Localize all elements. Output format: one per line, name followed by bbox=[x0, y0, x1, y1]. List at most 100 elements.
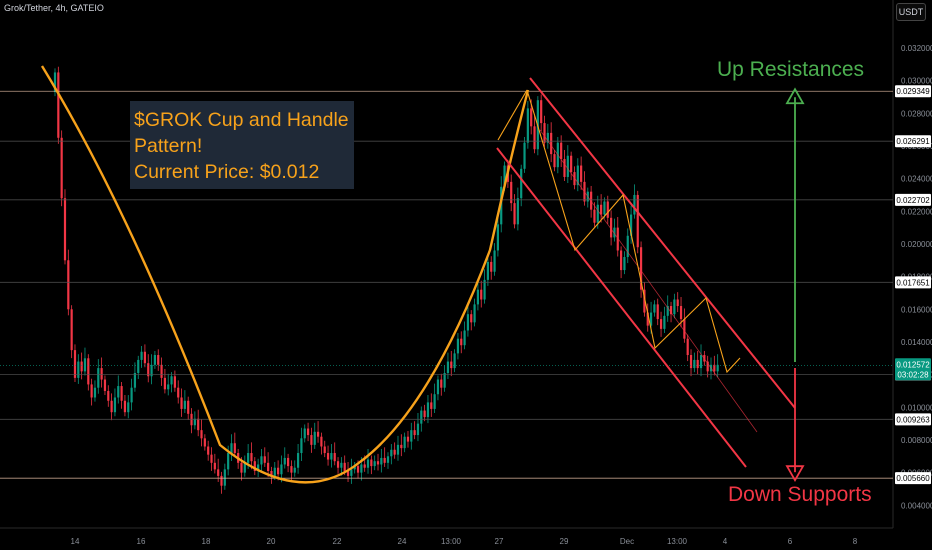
candle-body bbox=[356, 466, 360, 473]
candle-body bbox=[530, 108, 533, 127]
y-tick-label: 0.010000 bbox=[901, 403, 932, 412]
candle-body bbox=[143, 351, 147, 364]
y-tick-label: 0.004000 bbox=[901, 501, 932, 510]
price-level-tag bbox=[895, 85, 931, 98]
candle-body bbox=[97, 368, 100, 388]
candle-body bbox=[463, 330, 466, 346]
candle-body bbox=[483, 279, 486, 300]
candle-body bbox=[616, 227, 619, 251]
candle-body bbox=[550, 132, 553, 155]
price-level-label: 0.017651 bbox=[896, 278, 930, 287]
wave-path bbox=[526, 89, 741, 374]
x-tick-label: 8 bbox=[853, 537, 858, 546]
candle-body bbox=[336, 461, 340, 468]
candle-body bbox=[360, 464, 363, 473]
candle-body bbox=[177, 387, 180, 398]
candle-body bbox=[423, 410, 426, 418]
channel-lower-line bbox=[496, 147, 747, 468]
candle-body bbox=[253, 461, 256, 471]
price-level-label: 0.009263 bbox=[896, 415, 930, 424]
x-tick-label: 22 bbox=[333, 537, 342, 546]
candle-body bbox=[503, 165, 506, 187]
candle-body bbox=[83, 358, 87, 372]
candle-body bbox=[137, 359, 140, 373]
candle-body bbox=[613, 227, 616, 238]
candle-body bbox=[403, 436, 406, 449]
candle-body bbox=[250, 453, 253, 462]
candle-body bbox=[306, 428, 310, 436]
price-level-label: 0.005660 bbox=[896, 474, 930, 483]
y-tick-label: 0.016000 bbox=[901, 305, 932, 314]
candle-body bbox=[430, 402, 433, 409]
candle-body bbox=[127, 402, 130, 413]
candle-body bbox=[416, 423, 420, 436]
current-price-label: 0.012572 bbox=[896, 360, 930, 369]
candle-body bbox=[376, 461, 380, 465]
candle-body bbox=[57, 72, 60, 138]
price-level-tag bbox=[895, 413, 931, 426]
candle-body bbox=[626, 235, 629, 258]
candle-body bbox=[283, 457, 286, 465]
candle-body bbox=[310, 435, 313, 445]
candle-body bbox=[203, 438, 206, 447]
candle-body bbox=[180, 397, 183, 409]
candle-body bbox=[227, 453, 230, 470]
candle-body bbox=[280, 464, 283, 475]
candle-body bbox=[686, 338, 689, 356]
candle-body bbox=[277, 467, 280, 475]
candle-body bbox=[540, 100, 543, 124]
annotation-line-1: $GROK Cup and Handle bbox=[134, 109, 349, 131]
candle-body bbox=[113, 397, 117, 413]
candle-body bbox=[440, 379, 443, 388]
down-arrow-head bbox=[785, 465, 805, 482]
candle-body bbox=[433, 394, 436, 409]
up-arrow-head bbox=[785, 87, 805, 105]
candle-body bbox=[346, 470, 350, 476]
candle-body bbox=[510, 181, 513, 204]
candle-body bbox=[543, 123, 546, 143]
candle-body bbox=[207, 446, 210, 455]
down-supports-label: Down Supports bbox=[728, 483, 872, 506]
candle-body bbox=[140, 351, 143, 360]
candle-body bbox=[443, 372, 446, 388]
candle-body bbox=[353, 466, 356, 470]
y-tick-label: 0.022000 bbox=[901, 207, 932, 216]
y-tick-label: 0.030000 bbox=[901, 77, 932, 86]
candle-body bbox=[580, 165, 583, 182]
candle-body bbox=[213, 462, 216, 470]
candle-body bbox=[689, 355, 693, 369]
price-level-label: 0.022702 bbox=[896, 196, 930, 205]
candle-body bbox=[466, 314, 470, 331]
candle-body bbox=[400, 444, 403, 449]
candle-body bbox=[699, 355, 703, 369]
candle-body bbox=[553, 154, 556, 168]
candle-body bbox=[110, 400, 113, 413]
candle-body bbox=[320, 436, 323, 447]
candle-body bbox=[396, 444, 400, 455]
candle-body bbox=[629, 214, 633, 236]
x-tick-label: 13:00 bbox=[441, 537, 462, 546]
candle-body bbox=[533, 126, 536, 150]
candle-body bbox=[566, 155, 569, 177]
candle-body bbox=[643, 289, 646, 313]
candle-body bbox=[600, 204, 603, 215]
x-tick-label: 27 bbox=[495, 537, 504, 546]
candle-body bbox=[107, 390, 110, 401]
price-level-tag bbox=[895, 193, 931, 206]
currency-button[interactable]: USDT bbox=[896, 3, 926, 21]
price-level-label: 0.026291 bbox=[896, 137, 930, 146]
candle-body bbox=[420, 410, 423, 424]
candle-body bbox=[373, 461, 376, 467]
x-tick-label: 6 bbox=[788, 537, 793, 546]
candle-body bbox=[130, 387, 133, 403]
candle-body bbox=[406, 436, 410, 442]
candle-body bbox=[153, 355, 156, 365]
candle-body bbox=[170, 376, 173, 385]
x-tick-label: 20 bbox=[267, 537, 276, 546]
candle-body bbox=[133, 372, 137, 388]
candle-body bbox=[393, 449, 396, 455]
candle-body bbox=[413, 430, 416, 436]
y-tick-label: 0.028000 bbox=[901, 109, 932, 118]
symbol-title: Grok/Tether, 4h, GATEIO bbox=[4, 3, 104, 13]
